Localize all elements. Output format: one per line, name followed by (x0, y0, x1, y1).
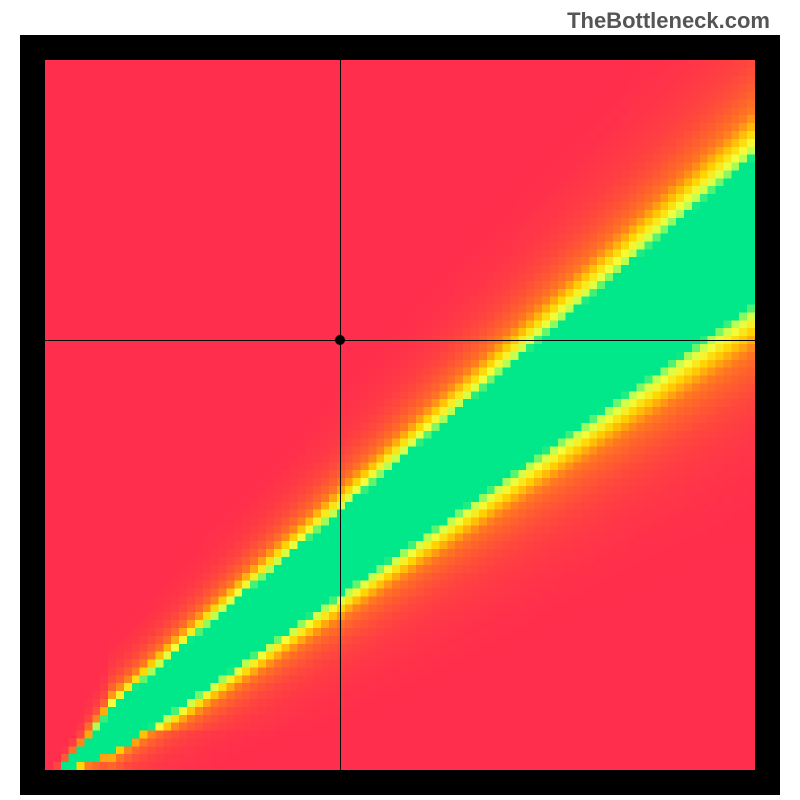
crosshair-marker (335, 335, 345, 345)
chart-container: TheBottleneck.com (0, 0, 800, 800)
crosshair-horizontal (45, 340, 755, 341)
plot-area (45, 60, 755, 770)
plot-border (20, 35, 780, 795)
crosshair-vertical (340, 60, 341, 770)
attribution-text: TheBottleneck.com (567, 8, 770, 34)
heatmap-canvas (45, 60, 755, 770)
